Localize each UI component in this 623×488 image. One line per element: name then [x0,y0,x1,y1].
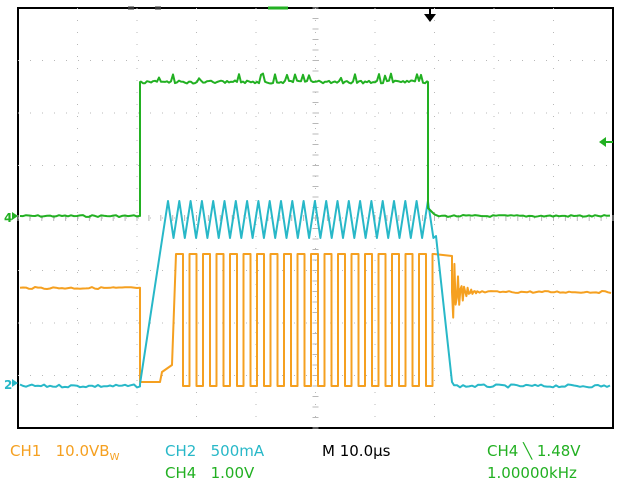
ch4-marker-arrow-icon [12,212,18,220]
trigger-slope-icon: ╲ [523,442,533,460]
ch4-readout: CH4 1.00V [165,464,254,482]
ch1-waveform [19,253,612,387]
trigger-position-icon[interactable] [424,14,436,22]
trigger-source: CH4 [487,442,519,460]
ch2-readout: CH2 500mA [165,442,264,460]
ch1-bandwidth-limit: B [99,442,110,460]
ch4-waveform [19,72,611,218]
timebase-readout: M 10.0µs [322,442,390,460]
ch1-bandwidth-limit-sub: W [109,452,120,463]
ch1-label: CH1 [10,442,42,460]
trigger-level-icon[interactable] [599,137,613,147]
trigger-readout: CH4 ╲ 1.48V [487,442,581,460]
graticule-grid [17,6,614,429]
timebase-unit: µs [373,442,391,460]
trigger-level: 1.48V [536,442,581,460]
ch1-scale: 10.0V [55,442,100,460]
ch2-scale: 500mA [210,442,265,460]
ch2-marker-arrow-icon [12,379,18,387]
trigger-frequency: 1.00000kHz [487,464,577,482]
timebase-value: M 10.0 [322,442,374,460]
ch1-readout: CH1 10.0VBW [10,442,119,467]
ch2-marker-label: 2 [4,378,12,392]
ch2-level-marker[interactable]: 2 [4,378,18,392]
ch4-label: CH4 [165,464,197,482]
ch4-level-marker[interactable]: 4 [4,211,18,225]
ch2-label: CH2 [165,442,197,460]
ch2-waveform [19,200,611,389]
ch4-marker-label: 4 [4,211,12,225]
ch4-scale: 1.00V [210,464,255,482]
frequency-readout: 1.00000kHz [487,464,577,482]
